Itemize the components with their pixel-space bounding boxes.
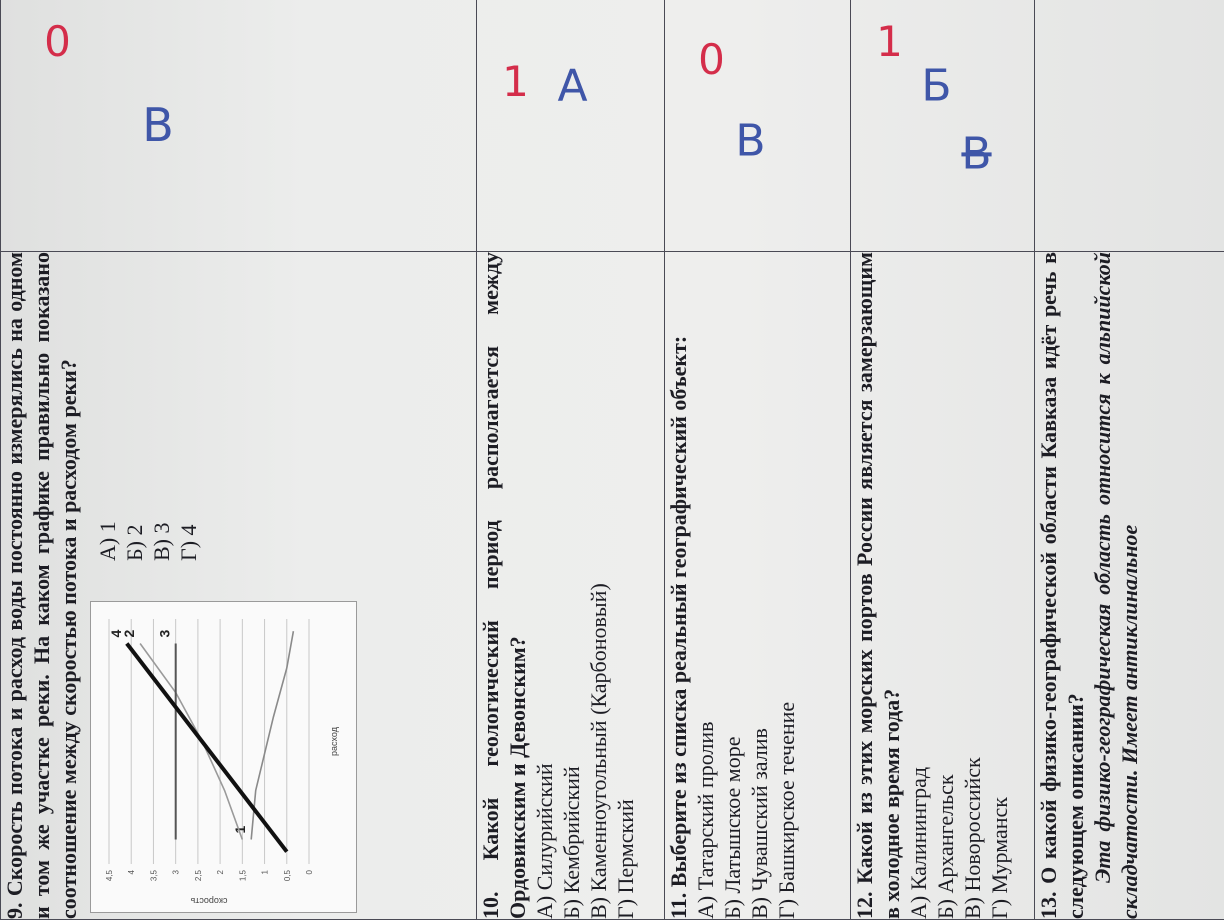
question-12-title: 12. Какой из этих морских портов России … [852, 252, 904, 919]
answer-12-handwritten: Б [921, 60, 952, 112]
y-tick-label: 1 [261, 869, 270, 874]
series-line-2 [139, 643, 244, 840]
y-tick-label: 0 [305, 869, 314, 874]
mark-9: 0 [44, 17, 71, 67]
y-tick-label: 1,5 [238, 869, 247, 881]
question-cell-11: 11. Выберите из списка реальный географи… [664, 251, 851, 920]
option-g: Г) Пермский [613, 799, 638, 919]
question-row-13: 13. О какой физико-географической област… [1034, 0, 1224, 920]
question-13-description: Эта физико-географическая область относи… [1090, 252, 1142, 919]
answer-11-handwritten: В [735, 115, 766, 167]
question-9-title: 9. Скорость потока и расход воды постоян… [2, 252, 81, 919]
x-axis-label: расход [329, 726, 339, 756]
question-row-11: 11. Выберите из списка реальный географи… [664, 0, 851, 920]
question-row-9: 9. Скорость потока и расход воды постоян… [0, 0, 477, 920]
question-10-title: 10. Какой геологический период располага… [478, 252, 530, 919]
series-label-4: 4 [108, 630, 124, 638]
option-b: Б) Кембрийский [559, 766, 584, 919]
y-tick-label: 2,5 [194, 869, 203, 881]
question-row-10: 10. Какой геологический период располага… [476, 0, 665, 920]
option-v: В) Чувашский залив [747, 728, 772, 919]
series-label-1: 1 [232, 826, 248, 834]
flow-chart: 0 0,5 1 1,5 2 2,5 3 3,5 4 4,5 скорость расход 1 2 3 4 [90, 601, 357, 913]
answer-cell-10: А 1 [476, 0, 665, 252]
answer-cell-11: В 0 [664, 0, 851, 252]
option-b: Б) 2 [122, 524, 147, 561]
answer-12-crossed: В [961, 128, 992, 180]
answer-cell-13 [1034, 0, 1224, 252]
question-9-options: А) 1 Б) 2 В) 3 Г) 4 [94, 521, 357, 561]
question-13-title: 13. О какой физико-географической област… [1036, 251, 1088, 919]
option-a: А) 1 [95, 521, 120, 561]
option-g: Г) Мурманск [987, 797, 1012, 919]
option-a: А) Татарский пролив [693, 721, 718, 919]
mark-10: 1 [502, 57, 529, 107]
y-tick-label: 2 [216, 869, 225, 874]
option-a: А) Калининград [906, 766, 931, 919]
option-a: А) Силурийский [532, 763, 557, 919]
option-b: Б) Латышское море [720, 736, 745, 919]
question-cell-13: 13. О какой физико-географической област… [1034, 251, 1224, 920]
option-g: Г) 4 [176, 524, 201, 561]
answer-9-handwritten: В [142, 98, 174, 153]
y-tick-label: 3,5 [149, 869, 158, 881]
question-row-12: 12. Какой из этих морских портов России … [850, 0, 1035, 920]
y-axis-label: скорость [190, 896, 227, 906]
mark-12: 1 [876, 17, 903, 67]
question-cell-12: 12. Какой из этих морских портов России … [850, 251, 1035, 920]
question-cell-9: 9. Скорость потока и расход воды постоян… [0, 251, 477, 920]
mark-11: 0 [698, 35, 725, 85]
answer-cell-9: В 0 [0, 0, 477, 252]
option-g: Г) Башкирское течение [774, 701, 799, 919]
series-label-2: 2 [121, 630, 137, 638]
answer-10-handwritten: А [557, 60, 588, 112]
y-tick-label: 4,5 [105, 869, 114, 881]
question-cell-10: 10. Какой геологический период располага… [476, 251, 665, 920]
series-label-3: 3 [157, 630, 173, 638]
flow-chart-svg: 0 0,5 1 1,5 2 2,5 3 3,5 4 4,5 скорость расход 1 2 3 4 [105, 619, 339, 906]
y-tick-label: 0,5 [283, 869, 292, 881]
option-v: В) Новороссийск [960, 757, 985, 919]
y-tick-label: 3 [172, 869, 181, 874]
question-11-title: 11. Выберите из списка реальный географи… [666, 335, 691, 919]
option-v: В) Каменноугольный (Карбоновый) [586, 583, 611, 919]
series-line-4 [125, 642, 289, 853]
answer-cell-12: В Б 1 [850, 0, 1035, 252]
option-v: В) 3 [149, 522, 174, 562]
y-tick-label: 4 [127, 869, 136, 874]
option-b: Б) Архангельск [933, 774, 958, 919]
